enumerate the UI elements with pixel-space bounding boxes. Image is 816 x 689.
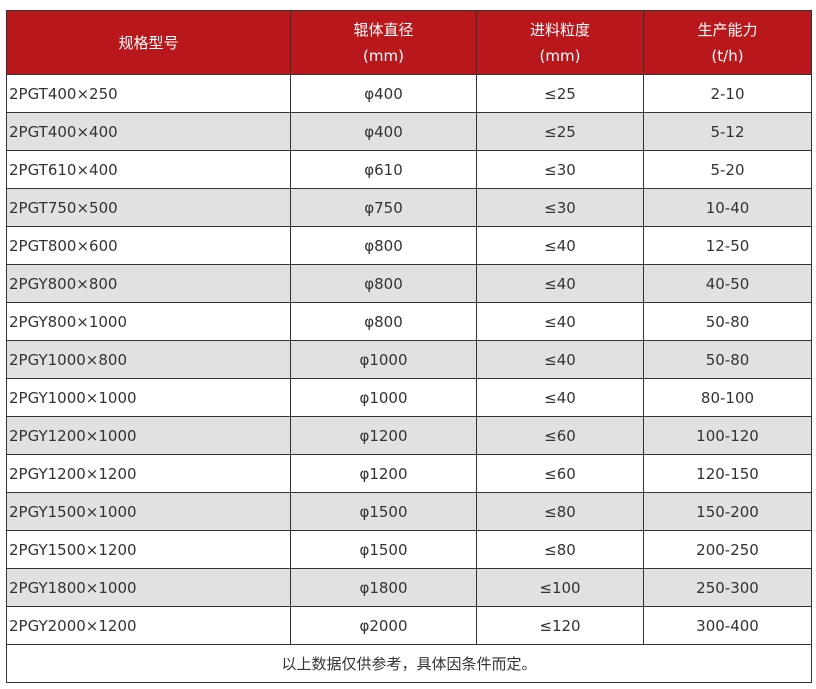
cell-feed-size: ≤40 [476, 378, 644, 417]
table-row: 2PGY1800×1000 φ1800 ≤100 250-300 [6, 568, 812, 607]
cell-roll-diameter: φ800 [290, 226, 477, 265]
cell-model: 2PGY1000×800 [6, 340, 291, 379]
cell-feed-size: ≤40 [476, 226, 644, 265]
cell-roll-diameter: φ750 [290, 188, 477, 227]
cell-model: 2PGT400×400 [6, 112, 291, 151]
cell-roll-diameter: φ1800 [290, 568, 477, 607]
cell-capacity: 200-250 [643, 530, 812, 569]
cell-model: 2PGY1800×1000 [6, 568, 291, 607]
cell-capacity: 5-20 [643, 150, 812, 189]
header-model: 规格型号 [6, 10, 291, 75]
cell-feed-size: ≤40 [476, 340, 644, 379]
cell-feed-size: ≤100 [476, 568, 644, 607]
cell-capacity: 12-50 [643, 226, 812, 265]
cell-capacity: 250-300 [643, 568, 812, 607]
table-row: 2PGY2000×1200 φ2000 ≤120 300-400 [6, 606, 812, 645]
header-row: 规格型号 辊体直径 (mm) 进料粒度 (mm) 生产能力 (t/h) [6, 10, 812, 75]
footer-note: 以上数据仅供参考，具体因条件而定。 [6, 644, 812, 683]
cell-feed-size: ≤60 [476, 454, 644, 493]
cell-model: 2PGY800×1000 [6, 302, 291, 341]
cell-roll-diameter: φ1000 [290, 340, 477, 379]
table-row: 2PGT800×600 φ800 ≤40 12-50 [6, 226, 812, 265]
cell-roll-diameter: φ1000 [290, 378, 477, 417]
spec-table: 规格型号 辊体直径 (mm) 进料粒度 (mm) 生产能力 (t/h) 2PGT400… [6, 10, 812, 683]
header-feed-size: 进料粒度 (mm) [476, 10, 644, 75]
cell-capacity: 10-40 [643, 188, 812, 227]
cell-capacity: 120-150 [643, 454, 812, 493]
cell-capacity: 100-120 [643, 416, 812, 455]
cell-model: 2PGY1200×1000 [6, 416, 291, 455]
cell-roll-diameter: φ400 [290, 74, 477, 113]
cell-feed-size: ≤120 [476, 606, 644, 645]
cell-capacity: 150-200 [643, 492, 812, 531]
cell-roll-diameter: φ1200 [290, 416, 477, 455]
table-row: 2PGT750×500 φ750 ≤30 10-40 [6, 188, 812, 227]
table-row: 2PGY800×800 φ800 ≤40 40-50 [6, 264, 812, 303]
cell-feed-size: ≤80 [476, 530, 644, 569]
cell-model: 2PGY1000×1000 [6, 378, 291, 417]
cell-feed-size: ≤40 [476, 264, 644, 303]
cell-model: 2PGY1500×1000 [6, 492, 291, 531]
cell-capacity: 80-100 [643, 378, 812, 417]
cell-roll-diameter: φ1200 [290, 454, 477, 493]
cell-feed-size: ≤80 [476, 492, 644, 531]
cell-feed-size: ≤30 [476, 150, 644, 189]
cell-feed-size: ≤60 [476, 416, 644, 455]
cell-model: 2PGY1200×1200 [6, 454, 291, 493]
cell-roll-diameter: φ1500 [290, 530, 477, 569]
cell-feed-size: ≤25 [476, 112, 644, 151]
table-row: 2PGY1200×1000 φ1200 ≤60 100-120 [6, 416, 812, 455]
header-roll-diameter: 辊体直径 (mm) [290, 10, 477, 75]
cell-roll-diameter: φ1500 [290, 492, 477, 531]
table-row: 2PGT610×400 φ610 ≤30 5-20 [6, 150, 812, 189]
cell-feed-size: ≤30 [476, 188, 644, 227]
cell-feed-size: ≤25 [476, 74, 644, 113]
table-row: 2PGT400×400 φ400 ≤25 5-12 [6, 112, 812, 151]
cell-model: 2PGT400×250 [6, 74, 291, 113]
cell-model: 2PGY800×800 [6, 264, 291, 303]
cell-roll-diameter: φ400 [290, 112, 477, 151]
header-capacity: 生产能力 (t/h) [643, 10, 812, 75]
table-row: 2PGY1000×1000 φ1000 ≤40 80-100 [6, 378, 812, 417]
cell-model: 2PGT750×500 [6, 188, 291, 227]
cell-model: 2PGY2000×1200 [6, 606, 291, 645]
cell-roll-diameter: φ800 [290, 302, 477, 341]
cell-capacity: 300-400 [643, 606, 812, 645]
cell-capacity: 50-80 [643, 340, 812, 379]
cell-roll-diameter: φ2000 [290, 606, 477, 645]
footer-row: 以上数据仅供参考，具体因条件而定。 [6, 644, 812, 683]
cell-capacity: 50-80 [643, 302, 812, 341]
cell-feed-size: ≤40 [476, 302, 644, 341]
cell-model: 2PGT800×600 [6, 226, 291, 265]
cell-capacity: 2-10 [643, 74, 812, 113]
table-row: 2PGY1200×1200 φ1200 ≤60 120-150 [6, 454, 812, 493]
cell-model: 2PGT610×400 [6, 150, 291, 189]
cell-model: 2PGY1500×1200 [6, 530, 291, 569]
table-row: 2PGY1500×1000 φ1500 ≤80 150-200 [6, 492, 812, 531]
cell-roll-diameter: φ610 [290, 150, 477, 189]
table-row: 2PGY1500×1200 φ1500 ≤80 200-250 [6, 530, 812, 569]
table-row: 2PGY800×1000 φ800 ≤40 50-80 [6, 302, 812, 341]
cell-capacity: 5-12 [643, 112, 812, 151]
cell-roll-diameter: φ800 [290, 264, 477, 303]
table-row: 2PGY1000×800 φ1000 ≤40 50-80 [6, 340, 812, 379]
cell-capacity: 40-50 [643, 264, 812, 303]
table-row: 2PGT400×250 φ400 ≤25 2-10 [6, 74, 812, 113]
